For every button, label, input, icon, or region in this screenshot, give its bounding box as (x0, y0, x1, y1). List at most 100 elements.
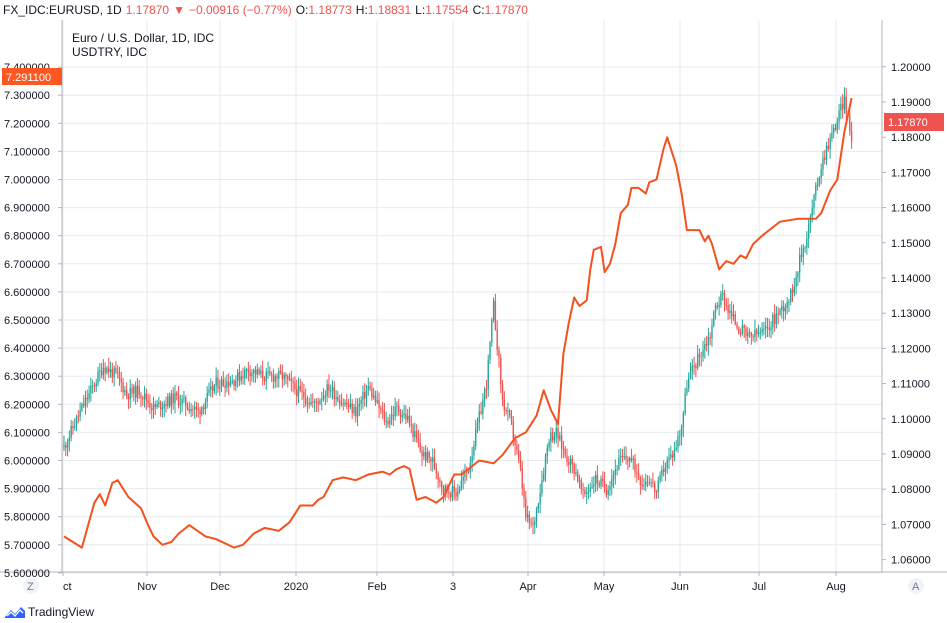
candle (360, 396, 362, 411)
candle (165, 396, 167, 413)
candle-body (401, 415, 404, 418)
candle-body (643, 485, 645, 487)
left-price-axis[interactable]: 5.600000 5.700000 5.800000 5.900000 6.000000… (4, 62, 62, 580)
candle (167, 392, 169, 410)
candle (374, 390, 377, 406)
candle-body (705, 343, 708, 346)
candle (625, 446, 627, 465)
candle (691, 358, 693, 381)
candle-body (387, 420, 389, 425)
candle (285, 372, 287, 385)
candle-body (838, 110, 840, 122)
candle-body (192, 409, 194, 411)
candle-body (582, 489, 584, 491)
candle (628, 456, 631, 468)
candle-body (117, 371, 119, 373)
candle-body (756, 329, 758, 335)
candle (287, 374, 289, 388)
candle (795, 271, 797, 295)
candle (843, 87, 846, 114)
candle-body (845, 96, 847, 114)
legend-overlay-series[interactable]: USDTRY, IDC (72, 45, 147, 59)
candle-body (729, 310, 731, 313)
candle-body (188, 408, 190, 412)
candles (63, 87, 853, 535)
candle (317, 397, 319, 413)
chart-header: FX_IDC:EURUSD, 1D 1.17870 ▼ −0.00916 (−0.77… (0, 0, 947, 20)
candle (367, 377, 369, 396)
legend-main-series[interactable]: Euro / U.S. Dollar, 1D, IDC (72, 31, 214, 45)
candle-body (161, 407, 164, 410)
candle-body (353, 406, 355, 414)
candle (600, 475, 602, 490)
candle-body (655, 491, 658, 493)
candle-body (516, 445, 518, 451)
symbol-label[interactable]: FX_IDC:EURUSD, 1D (3, 3, 122, 17)
candle-body (614, 469, 617, 475)
candle-body (759, 332, 762, 334)
candle-body (392, 414, 395, 417)
candle (802, 243, 804, 266)
candle (729, 303, 731, 320)
candle-body (331, 387, 334, 391)
candle (401, 409, 404, 423)
candle (222, 371, 225, 388)
candle-body (657, 480, 659, 492)
candle-body (294, 382, 296, 390)
candle (263, 376, 266, 386)
candle-body (553, 436, 556, 441)
candle (489, 340, 491, 365)
candle (424, 445, 427, 467)
candle-body (120, 378, 122, 383)
candle (841, 93, 844, 119)
candle-body (652, 482, 654, 484)
candle (122, 377, 124, 400)
time-axis[interactable]: ct Nov Dec 2020 Feb 3 Apr May Jun Jul Aug (62, 572, 846, 593)
chart-canvas[interactable]: 5.600000 5.700000 5.800000 5.900000 6.000000… (0, 20, 947, 601)
candle-body (623, 455, 625, 458)
candle (376, 390, 378, 405)
candle (70, 419, 72, 442)
candle (612, 470, 615, 488)
candle-body (689, 372, 692, 379)
candle (711, 318, 713, 347)
candle (129, 379, 131, 409)
candle (215, 367, 217, 396)
tradingview-brand[interactable]: TradingView (28, 605, 95, 619)
candle-body (464, 471, 466, 477)
right-price-axis[interactable]: 1.06000 1.07000 1.08000 1.09000 1.10000 1.110… (882, 62, 931, 567)
candle (229, 376, 232, 388)
candle-body (242, 376, 244, 379)
candle-body (367, 386, 369, 391)
candle (192, 405, 194, 417)
candle (296, 379, 298, 406)
candle (666, 456, 668, 474)
left-scale-button[interactable]: Z (23, 578, 39, 594)
candle (310, 393, 312, 407)
candle-body (501, 384, 504, 400)
auto-scale-button[interactable]: A (908, 578, 924, 594)
tradingview-logo-icon[interactable] (4, 604, 26, 620)
candle (276, 373, 278, 388)
candle-body (807, 224, 810, 239)
candle-body (673, 449, 676, 458)
candle (108, 357, 110, 378)
candle (650, 478, 652, 488)
candle-body (278, 370, 280, 379)
candle-body (142, 397, 144, 400)
right-price-tag-text: 1.17870 (888, 117, 928, 129)
candle (834, 123, 837, 132)
candle-body (605, 488, 608, 496)
candle-body (163, 404, 165, 408)
left-axis-tick-label: 7.200000 (4, 118, 50, 130)
candle-body (562, 448, 565, 450)
left-axis-tick-label: 6.100000 (4, 427, 50, 439)
candle (804, 245, 806, 253)
candle-body (510, 415, 513, 421)
candle (338, 394, 341, 410)
candle (466, 466, 468, 481)
candle (501, 379, 504, 407)
candle (806, 231, 808, 255)
candle (580, 477, 583, 495)
candle (611, 469, 613, 496)
